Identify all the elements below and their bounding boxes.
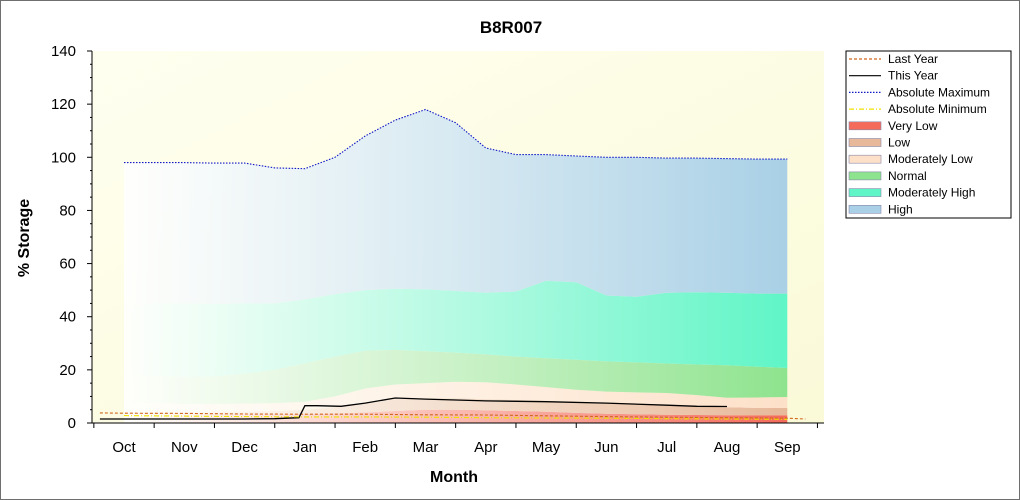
x-tick-label: May xyxy=(532,439,561,456)
x-tick-label: Nov xyxy=(171,439,198,456)
x-tick-label: Sep xyxy=(774,439,801,456)
x-tick-label: Mar xyxy=(413,439,439,456)
series-layer xyxy=(99,108,806,420)
x-tick-label: Jul xyxy=(657,439,676,456)
legend-swatch-normal xyxy=(848,171,882,181)
x-tick-label: Dec xyxy=(231,439,258,456)
series-line-last-year xyxy=(99,412,806,420)
y-tick-label: 40 xyxy=(59,309,76,326)
x-tick-label: Feb xyxy=(352,439,378,456)
legend-label-high: High xyxy=(888,202,913,216)
chart-title: B8R007 xyxy=(480,18,542,37)
x-tick-label: Aug xyxy=(714,439,741,456)
x-tick-label: Jun xyxy=(594,439,618,456)
legend-label-last-year: Last Year xyxy=(888,52,938,66)
y-tick-label: 20 xyxy=(59,362,76,379)
x-tick-label: Apr xyxy=(474,439,497,456)
y-tick-label: 120 xyxy=(51,96,76,113)
legend-label-absolute-maximum: Absolute Maximum xyxy=(888,85,990,99)
y-tick-label: 80 xyxy=(59,202,76,219)
legend-swatch-low xyxy=(848,138,882,147)
y-tick-label: 140 xyxy=(51,43,76,60)
band-layer xyxy=(124,109,788,423)
legend-swatch-very-low xyxy=(848,121,882,131)
band-low xyxy=(124,398,788,416)
y-axis-label: % Storage xyxy=(16,199,33,277)
axis-layer: 0 20 40 60 80 100 120 140 Oct Nov Dec Jan Feb Mar Apr M… xyxy=(51,43,824,456)
series-line-absolute-maximum xyxy=(124,108,788,170)
band-very-low xyxy=(124,409,788,423)
y-tick-label: 100 xyxy=(51,149,76,166)
legend-label-moderately-low: Moderately Low xyxy=(888,152,973,166)
legend-swatch-moderately-low xyxy=(848,154,882,164)
legend-swatch-high xyxy=(848,205,882,214)
band-normal xyxy=(124,349,788,404)
x-tick-label: Oct xyxy=(112,439,136,456)
x-tick-label: Jan xyxy=(293,439,317,456)
band-high xyxy=(124,109,788,308)
legend-label-absolute-minimum: Absolute Minimum xyxy=(888,102,987,116)
legend-swatch-moderately-high xyxy=(848,188,882,197)
legend-label-normal: Normal xyxy=(888,169,927,183)
legend-label-low: Low xyxy=(888,136,910,150)
legend: Last Year This Year Absolute Maximum Absolu… xyxy=(845,50,1012,219)
legend-label-very-low: Very Low xyxy=(888,119,938,133)
band-moderately-high xyxy=(124,280,788,377)
y-tick-label: 60 xyxy=(59,256,76,273)
legend-label-moderately-high: Moderately High xyxy=(888,186,975,200)
legend-label-this-year: This Year xyxy=(888,69,938,83)
x-axis-label: Month xyxy=(430,469,478,486)
series-line-this-year xyxy=(99,397,728,420)
series-line-absolute-minimum xyxy=(123,415,788,420)
y-tick-label: 0 xyxy=(68,415,76,432)
band-moderately-low xyxy=(124,381,788,412)
